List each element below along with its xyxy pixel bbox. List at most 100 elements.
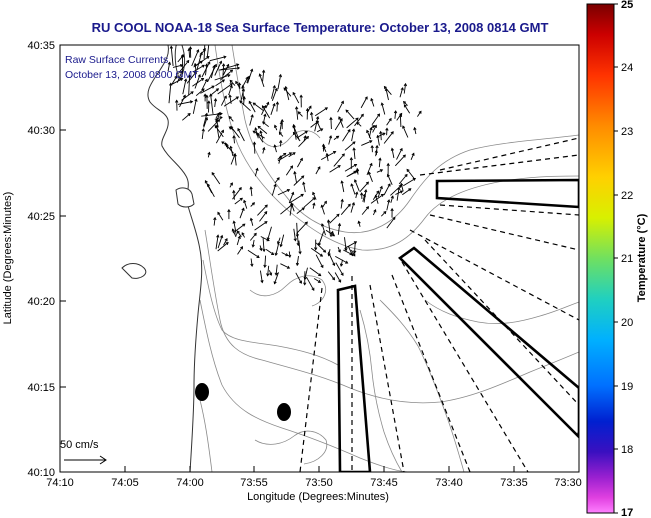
current-vector (390, 185, 402, 196)
current-vector (366, 130, 372, 140)
current-vector-head (411, 152, 415, 156)
current-vector (267, 265, 270, 276)
current-vector-head (298, 280, 302, 284)
current-vector-head (355, 191, 359, 195)
current-vector (377, 135, 380, 146)
current-vector-head (272, 102, 276, 107)
current-vector-head (221, 79, 226, 83)
current-vector (254, 168, 258, 177)
current-vector-head (299, 157, 303, 161)
current-vector-head (169, 45, 174, 49)
current-vector-head (378, 157, 382, 161)
current-vector (214, 125, 224, 138)
current-vector-head (303, 135, 307, 139)
current-vector (376, 169, 383, 173)
current-vector (306, 276, 315, 291)
current-vector (398, 174, 408, 185)
current-vector (199, 48, 206, 57)
current-vector (370, 194, 384, 204)
current-vector (250, 218, 254, 226)
current-vector-head (322, 145, 326, 150)
current-vector-head (252, 130, 256, 134)
current-vector (229, 80, 236, 86)
current-vector (333, 135, 339, 140)
current-vector-head (292, 124, 296, 129)
current-vector-head (183, 78, 188, 82)
current-vector (262, 70, 265, 82)
current-vector-head (204, 78, 208, 82)
current-vector-head (223, 55, 227, 59)
current-vector-head (216, 234, 220, 238)
current-vector-head (236, 230, 240, 234)
current-vector-head (375, 144, 379, 149)
current-vector (213, 217, 216, 226)
current-vector (314, 116, 319, 132)
current-vector (325, 229, 335, 237)
current-vector-head (266, 273, 270, 277)
current-vector (262, 105, 271, 119)
current-vector-head (215, 118, 219, 122)
current-vector (253, 102, 264, 111)
current-vector (396, 187, 400, 201)
current-vector-head (229, 83, 233, 87)
current-vector-head (380, 193, 385, 197)
current-vector (250, 186, 253, 197)
current-vector (406, 169, 415, 179)
current-vector (170, 46, 174, 66)
current-vector-head (312, 191, 316, 195)
current-vector-head (302, 181, 306, 185)
current-vector-head (243, 199, 247, 203)
current-vector (361, 206, 369, 215)
current-vector (289, 194, 304, 204)
current-vector-head (353, 179, 358, 183)
current-vector-head (280, 118, 284, 123)
current-vector-head (338, 116, 342, 120)
current-vector-head (347, 203, 351, 207)
current-vector (222, 63, 225, 79)
current-vector-head (174, 75, 178, 79)
current-vector-head (285, 253, 289, 257)
current-vector-head (229, 79, 233, 83)
current-vector (372, 125, 377, 133)
current-vector (274, 177, 280, 184)
current-vector (214, 74, 230, 81)
current-vector-head (385, 127, 389, 131)
current-vector (366, 163, 373, 176)
current-vector-head (237, 235, 241, 240)
current-vector-head (251, 244, 255, 248)
current-vector-head (398, 113, 403, 118)
current-vector-head (272, 84, 276, 89)
x-tick-label: 74:10 (46, 477, 74, 489)
current-vector-head (204, 112, 209, 117)
current-vector (225, 142, 229, 150)
current-vector-head (226, 63, 230, 68)
current-vector-head (235, 96, 240, 100)
current-vector (344, 237, 347, 251)
current-vector (223, 238, 228, 246)
current-vector (343, 249, 353, 255)
current-vector (375, 145, 378, 156)
current-vector-head (373, 208, 377, 213)
current-vector (315, 166, 321, 175)
current-vector-head (212, 64, 216, 69)
current-vector-head (220, 129, 224, 133)
current-vector-head (213, 216, 217, 221)
current-vector-head (403, 104, 407, 108)
current-vector-head (295, 234, 299, 238)
current-vector (262, 121, 269, 128)
current-vector-head (230, 69, 234, 73)
current-vector (350, 183, 356, 195)
current-vector (219, 63, 239, 71)
current-vector-head (213, 63, 217, 68)
current-vector (233, 221, 237, 236)
current-vector-head (311, 287, 315, 291)
current-vector-head (196, 49, 200, 53)
current-vector-head (390, 147, 395, 151)
current-vector (243, 200, 248, 209)
current-vector-head (250, 263, 254, 267)
current-vector-head (236, 66, 241, 70)
current-vector-head (227, 74, 231, 78)
current-vector (372, 209, 377, 216)
current-vector-head (257, 125, 261, 129)
current-vector-head (355, 170, 359, 174)
